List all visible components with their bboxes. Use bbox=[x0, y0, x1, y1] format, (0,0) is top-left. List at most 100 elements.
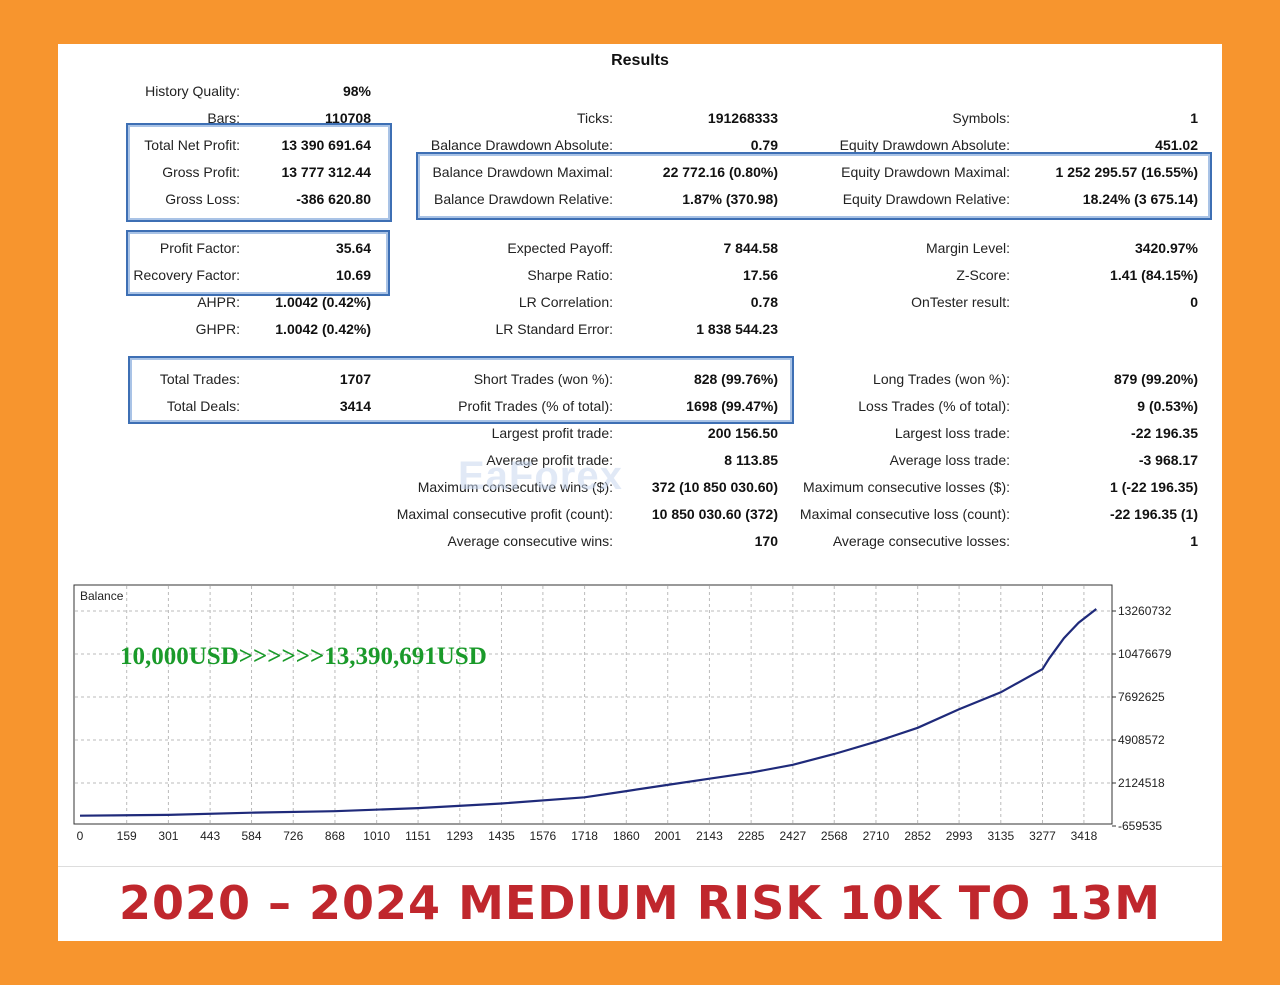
x-tick-label: 3277 bbox=[1029, 829, 1056, 843]
y-tick-label: 7692625 bbox=[1118, 690, 1165, 704]
x-tick-label: 2427 bbox=[779, 829, 806, 843]
history-quality-label: History Quality: bbox=[145, 83, 240, 99]
balance-dd-abs-label: Balance Drawdown Absolute: bbox=[430, 137, 613, 153]
expected-payoff-value: 7 844.58 bbox=[723, 240, 779, 256]
balance-dd-rel-label: Balance Drawdown Relative: bbox=[434, 191, 613, 207]
x-tick-label: 3135 bbox=[987, 829, 1014, 843]
long-trades-value: 879 (99.20%) bbox=[1113, 371, 1198, 387]
maximal-consec-profit-label: Maximal consecutive profit (count): bbox=[396, 506, 613, 522]
x-tick-label: 2852 bbox=[904, 829, 931, 843]
maximal-consec-loss-value: -22 196.35 (1) bbox=[1110, 506, 1198, 522]
equity-dd-max-label: Equity Drawdown Maximal: bbox=[841, 164, 1010, 180]
sharpe-ratio-label: Sharpe Ratio: bbox=[527, 267, 613, 283]
profit-trades-label: Profit Trades (% of total): bbox=[458, 398, 613, 414]
footer-divider bbox=[58, 866, 1222, 867]
symbols-label: Symbols: bbox=[952, 110, 1010, 126]
x-tick-label: 2001 bbox=[654, 829, 681, 843]
total-deals-label: Total Deals: bbox=[166, 398, 240, 414]
avg-consec-wins-label: Average consecutive wins: bbox=[447, 533, 614, 549]
profit-factor-label: Profit Factor: bbox=[159, 240, 240, 256]
total-trades-label: Total Trades: bbox=[159, 371, 240, 387]
x-tick-label: 3418 bbox=[1071, 829, 1098, 843]
max-consec-losses-value: 1 (-22 196.35) bbox=[1110, 479, 1198, 495]
x-tick-label: 159 bbox=[117, 829, 137, 843]
x-tick-label: 1010 bbox=[363, 829, 390, 843]
long-trades-label: Long Trades (won %): bbox=[873, 371, 1010, 387]
x-tick-label: 868 bbox=[325, 829, 345, 843]
loss-trades-value: 9 (0.53%) bbox=[1137, 398, 1198, 414]
x-tick-label: 1293 bbox=[446, 829, 473, 843]
x-tick-label: 1435 bbox=[488, 829, 515, 843]
chart-annotation: 10,000USD>>>>>>13,390,691USD bbox=[120, 643, 487, 670]
history-quality-value: 98% bbox=[342, 83, 371, 99]
margin-level-value: 3420.97% bbox=[1134, 240, 1198, 256]
balance-chart: 0 159 301 443 584 726 868 1010 1151 1293 1435 1576 1… bbox=[73, 584, 1172, 843]
balance-dd-abs-value: 0.79 bbox=[750, 137, 778, 153]
x-tick-label: 1151 bbox=[405, 829, 431, 843]
x-tick-label: 726 bbox=[283, 829, 303, 843]
max-consec-wins-value: 372 (10 850 030.60) bbox=[651, 479, 778, 495]
net-profit-box bbox=[126, 123, 392, 222]
avg-consec-losses-label: Average consecutive losses: bbox=[832, 533, 1010, 549]
ticks-label: Ticks: bbox=[576, 110, 613, 126]
factor-box bbox=[126, 230, 390, 296]
largest-profit-value: 200 156.50 bbox=[707, 425, 778, 441]
x-tick-label: 1718 bbox=[571, 829, 598, 843]
lr-std-error-label: LR Standard Error: bbox=[495, 321, 614, 337]
x-tick-label: 2568 bbox=[821, 829, 848, 843]
results-card: Results History Quality: 98% Bars: 110708 Ti… bbox=[58, 44, 1222, 941]
profit-factor-value: 35.64 bbox=[335, 240, 371, 256]
x-tick-label: 2710 bbox=[863, 829, 890, 843]
profit-trades-value: 1698 (99.47%) bbox=[686, 398, 778, 414]
x-tick-label: 2993 bbox=[946, 829, 973, 843]
z-score-label: Z-Score: bbox=[956, 267, 1010, 283]
ghpr-label: GHPR: bbox=[195, 321, 240, 337]
x-tick-label: 584 bbox=[242, 829, 262, 843]
ontester-value: 0 bbox=[1190, 294, 1198, 310]
total-net-profit-label: Total Net Profit: bbox=[144, 137, 240, 153]
average-profit-value: 8 113.85 bbox=[724, 452, 778, 468]
margin-level-label: Margin Level: bbox=[925, 240, 1010, 256]
x-tick-label: 0 bbox=[77, 829, 84, 843]
x-tick-label: 2143 bbox=[696, 829, 723, 843]
loss-trades-label: Loss Trades (% of total): bbox=[858, 398, 1010, 414]
gross-loss-label: Gross Loss: bbox=[165, 191, 240, 207]
footer-caption: 2020 – 2024 MEDIUM RISK 10K TO 13M bbox=[118, 876, 1162, 930]
x-tick-label: 1576 bbox=[530, 829, 557, 843]
equity-dd-rel-value: 18.24% (3 675.14) bbox=[1082, 191, 1198, 207]
average-loss-label: Average loss trade: bbox=[889, 452, 1010, 468]
ghpr-value: 1.0042 (0.42%) bbox=[275, 321, 371, 337]
watermark-text: EaForex bbox=[458, 454, 623, 498]
equity-dd-max-value: 1 252 295.57 (16.55%) bbox=[1055, 164, 1198, 180]
trades-box bbox=[128, 356, 794, 424]
x-tick-label: 301 bbox=[158, 829, 178, 843]
largest-loss-value: -22 196.35 bbox=[1131, 425, 1198, 441]
bars-label: Bars: bbox=[207, 110, 240, 126]
z-score-value: 1.41 (84.15%) bbox=[1110, 267, 1198, 283]
bars-value: 110708 bbox=[325, 110, 371, 126]
expected-payoff-label: Expected Payoff: bbox=[507, 240, 613, 256]
total-deals-value: 3414 bbox=[339, 398, 371, 414]
x-tick-label: 443 bbox=[200, 829, 220, 843]
plot-frame bbox=[73, 584, 1113, 825]
maximal-consec-loss-label: Maximal consecutive loss (count): bbox=[799, 506, 1010, 522]
ahpr-value: 1.0042 (0.42%) bbox=[275, 294, 371, 310]
x-tick-label: 1860 bbox=[613, 829, 640, 843]
average-profit-label: Average profit trade: bbox=[486, 452, 613, 468]
y-tick-label: 4908572 bbox=[1118, 733, 1165, 747]
ticks-value: 191268333 bbox=[707, 110, 778, 126]
short-trades-label: Short Trades (won %): bbox=[473, 371, 613, 387]
recovery-factor-value: 10.69 bbox=[335, 267, 371, 283]
gross-loss-value: -386 620.80 bbox=[296, 191, 371, 207]
chart-title: Balance bbox=[80, 589, 124, 603]
balance-dd-max-label: Balance Drawdown Maximal: bbox=[432, 164, 613, 180]
results-title: Results bbox=[611, 52, 669, 69]
y-tick-label: 2124518 bbox=[1118, 776, 1165, 790]
maximal-consec-profit-value: 10 850 030.60 (372) bbox=[651, 506, 778, 522]
equity-dd-rel-label: Equity Drawdown Relative: bbox=[842, 191, 1010, 207]
equity-dd-abs-label: Equity Drawdown Absolute: bbox=[839, 137, 1010, 153]
lr-correlation-value: 0.78 bbox=[750, 294, 778, 310]
max-consec-wins-label: Maximum consecutive wins ($): bbox=[417, 479, 613, 495]
balance-line bbox=[79, 608, 1097, 817]
lr-std-error-value: 1 838 544.23 bbox=[696, 321, 778, 337]
